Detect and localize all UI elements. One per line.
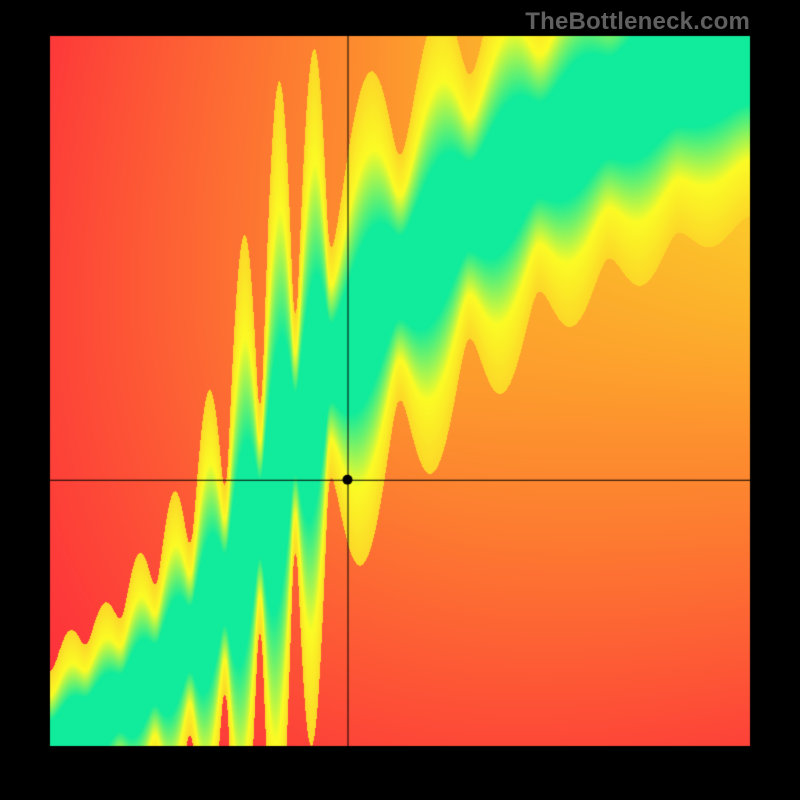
bottleneck-heatmap — [0, 0, 800, 800]
watermark-text: TheBottleneck.com — [525, 8, 750, 36]
